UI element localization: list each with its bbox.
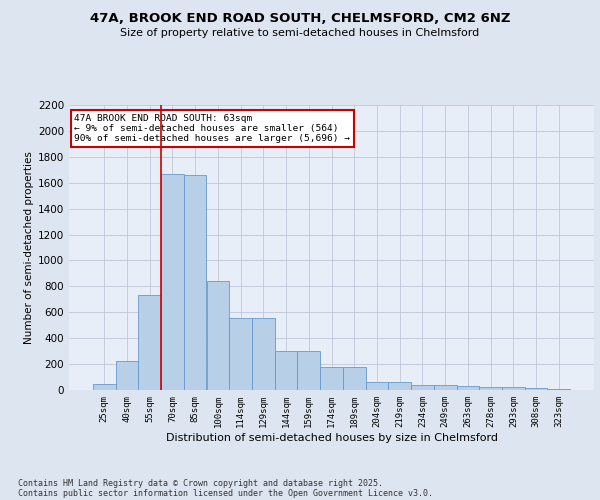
Y-axis label: Number of semi-detached properties: Number of semi-detached properties — [24, 151, 34, 344]
Bar — [365, 382, 388, 390]
Text: 47A, BROOK END ROAD SOUTH, CHELMSFORD, CM2 6NZ: 47A, BROOK END ROAD SOUTH, CHELMSFORD, C… — [90, 12, 510, 26]
Bar — [388, 382, 411, 390]
Bar — [298, 351, 320, 390]
Bar — [229, 318, 252, 390]
Bar — [275, 351, 298, 390]
Bar — [524, 388, 547, 390]
X-axis label: Distribution of semi-detached houses by size in Chelmsford: Distribution of semi-detached houses by … — [166, 432, 497, 442]
Bar — [206, 280, 229, 390]
Bar — [93, 384, 116, 390]
Bar — [343, 366, 365, 390]
Bar — [547, 389, 570, 390]
Bar — [457, 386, 479, 390]
Text: 47A BROOK END ROAD SOUTH: 63sqm
← 9% of semi-detached houses are smaller (564)
9: 47A BROOK END ROAD SOUTH: 63sqm ← 9% of … — [74, 114, 350, 144]
Bar — [411, 385, 434, 390]
Text: Size of property relative to semi-detached houses in Chelmsford: Size of property relative to semi-detach… — [121, 28, 479, 38]
Bar — [502, 388, 524, 390]
Bar — [434, 385, 457, 390]
Bar — [184, 175, 206, 390]
Bar — [161, 174, 184, 390]
Text: Contains public sector information licensed under the Open Government Licence v3: Contains public sector information licen… — [18, 488, 433, 498]
Bar — [320, 366, 343, 390]
Bar — [116, 361, 139, 390]
Bar — [479, 388, 502, 390]
Text: Contains HM Land Registry data © Crown copyright and database right 2025.: Contains HM Land Registry data © Crown c… — [18, 478, 383, 488]
Bar — [139, 296, 161, 390]
Bar — [252, 318, 275, 390]
